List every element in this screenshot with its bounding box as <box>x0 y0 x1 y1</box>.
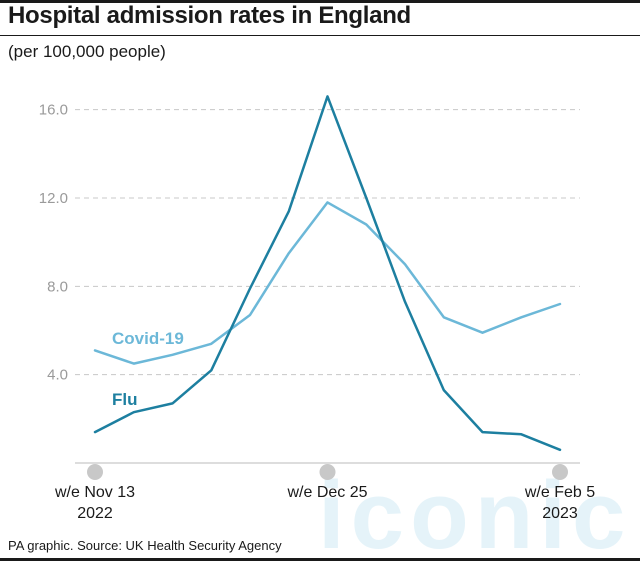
watermark-text: iconic <box>318 462 631 562</box>
y-axis-ticks: 4.0 8.0 12.0 16.0 <box>39 102 68 384</box>
x-tick-label: w/e Nov 13 <box>54 484 135 501</box>
bottom-rule <box>0 558 640 561</box>
y-tick-label: 16.0 <box>39 102 68 119</box>
x-tick-marker <box>319 464 336 480</box>
chart-title: Hospital admission rates in England <box>8 2 411 29</box>
iconic-watermark: iconic <box>318 462 631 562</box>
x-tick-marker <box>552 464 568 480</box>
x-tick-year: 2022 <box>77 505 113 522</box>
x-tick-label: w/e Dec 25 <box>286 484 367 501</box>
axis-markers <box>87 464 568 480</box>
series-label-flu: Flu <box>112 390 138 409</box>
source-note: PA graphic. Source: UK Health Security A… <box>8 538 282 553</box>
y-tick-label: 4.0 <box>47 367 68 384</box>
y-tick-label: 12.0 <box>39 190 68 207</box>
x-axis-ticks: w/e Nov 13 2022 w/e Dec 25 w/e Feb 5 2023 <box>54 484 595 522</box>
series-lines <box>93 95 562 452</box>
x-tick-marker <box>87 464 103 480</box>
y-tick-label: 8.0 <box>47 278 68 295</box>
top-rule <box>0 0 640 3</box>
series-labels: Covid-19 Flu <box>112 329 184 409</box>
gridlines <box>75 109 580 464</box>
series-label-covid-19: Covid-19 <box>112 329 184 348</box>
x-tick-year: 2023 <box>542 505 578 522</box>
chart-subtitle: (per 100,000 people) <box>8 42 166 61</box>
title-rule <box>0 35 640 36</box>
series-line-flu <box>93 95 562 452</box>
x-tick-label: w/e Feb 5 <box>524 484 595 501</box>
